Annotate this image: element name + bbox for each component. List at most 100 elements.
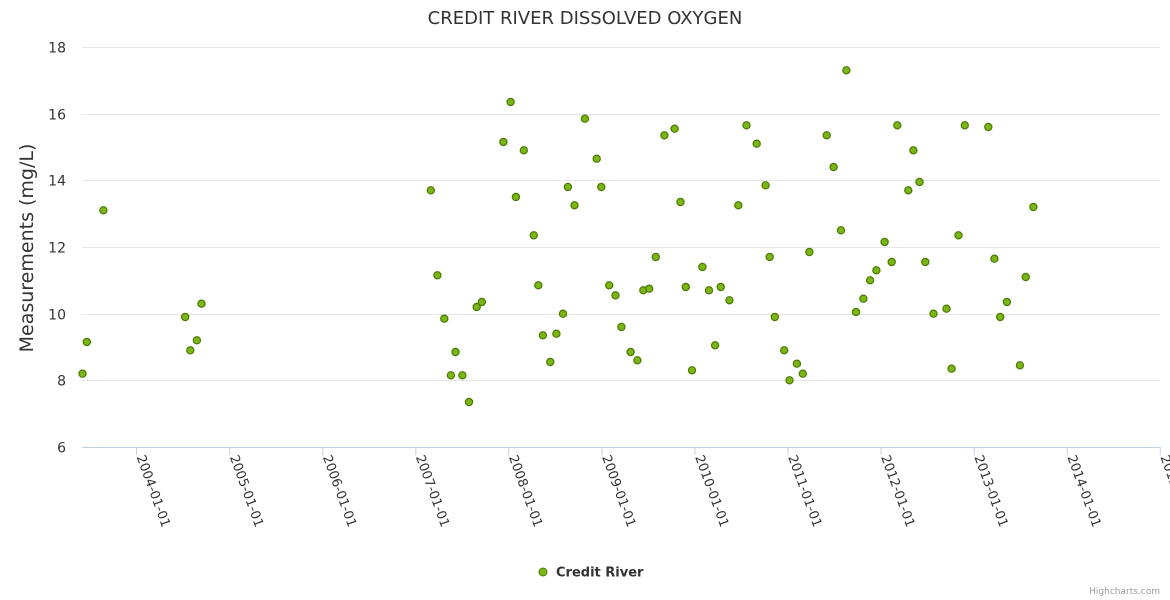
- data-point[interactable]: [761, 181, 770, 190]
- data-point[interactable]: [633, 356, 642, 365]
- data-point[interactable]: [822, 131, 831, 140]
- data-point[interactable]: [546, 357, 555, 367]
- data-point[interactable]: [734, 201, 743, 210]
- data-point[interactable]: [836, 226, 846, 235]
- data-point[interactable]: [960, 121, 970, 130]
- data-point[interactable]: [552, 329, 561, 338]
- data-point[interactable]: [186, 346, 195, 355]
- data-point[interactable]: [780, 346, 789, 355]
- data-point[interactable]: [660, 131, 669, 140]
- data-point[interactable]: [872, 266, 881, 275]
- data-point[interactable]: [1002, 297, 1012, 307]
- data-point[interactable]: [752, 139, 761, 148]
- data-point[interactable]: [426, 186, 435, 195]
- x-tick-label: 2013-01-01: [971, 453, 1011, 529]
- data-point[interactable]: [626, 347, 635, 357]
- data-point[interactable]: [990, 254, 999, 263]
- data-point[interactable]: [458, 371, 467, 380]
- data-point[interactable]: [851, 307, 861, 317]
- data-point[interactable]: [597, 182, 606, 192]
- data-point[interactable]: [580, 114, 590, 123]
- data-point[interactable]: [893, 121, 902, 130]
- data-point[interactable]: [82, 337, 92, 347]
- x-tick-label: 2012-01-01: [877, 453, 917, 529]
- data-point[interactable]: [742, 121, 751, 130]
- data-point[interactable]: [765, 252, 774, 262]
- chart-title: CREDIT RIVER DISSOLVED OXYGEN: [428, 8, 743, 29]
- data-point[interactable]: [506, 97, 515, 107]
- data-point[interactable]: [798, 369, 808, 378]
- data-point[interactable]: [433, 271, 442, 280]
- data-point[interactable]: [192, 336, 202, 345]
- data-point[interactable]: [617, 322, 626, 332]
- x-axis-ticks: 2004-01-01 2005-01-01 2006-01-01 2007-01-01…: [133, 447, 1170, 529]
- data-point[interactable]: [558, 309, 568, 318]
- data-point[interactable]: [716, 282, 725, 292]
- data-point[interactable]: [785, 376, 794, 385]
- data-point[interactable]: [984, 122, 993, 132]
- x-tick-label: 2014-01-01: [1063, 453, 1103, 529]
- data-point[interactable]: [592, 154, 601, 163]
- data-point[interactable]: [446, 371, 456, 380]
- data-point[interactable]: [451, 347, 460, 357]
- y-tick-label: 16: [48, 108, 66, 124]
- data-point[interactable]: [676, 197, 685, 207]
- data-point[interactable]: [921, 257, 930, 267]
- data-point[interactable]: [942, 304, 951, 313]
- data-point[interactable]: [887, 257, 896, 267]
- data-point[interactable]: [197, 299, 206, 308]
- data-point[interactable]: [645, 284, 654, 293]
- data-point[interactable]: [511, 192, 521, 202]
- data-point[interactable]: [865, 276, 875, 285]
- data-point[interactable]: [805, 247, 814, 257]
- data-point[interactable]: [859, 294, 868, 303]
- data-point[interactable]: [842, 66, 851, 75]
- data-point[interactable]: [929, 309, 938, 318]
- data-point[interactable]: [180, 312, 190, 322]
- data-point[interactable]: [519, 146, 529, 155]
- x-tick-label: 2010-01-01: [691, 453, 731, 529]
- data-points: [78, 66, 1038, 407]
- data-point[interactable]: [681, 282, 691, 292]
- data-point[interactable]: [670, 124, 679, 133]
- data-point[interactable]: [829, 162, 838, 172]
- data-point[interactable]: [704, 286, 714, 295]
- data-point[interactable]: [1015, 361, 1025, 370]
- data-point[interactable]: [770, 312, 780, 322]
- legend[interactable]: Credit River: [538, 566, 644, 581]
- data-point[interactable]: [538, 331, 548, 340]
- data-point[interactable]: [698, 262, 707, 272]
- credits-link[interactable]: Highcharts.com: [1089, 587, 1160, 597]
- data-point[interactable]: [1021, 272, 1030, 282]
- data-point[interactable]: [710, 341, 720, 350]
- data-point[interactable]: [563, 182, 573, 192]
- legend-label[interactable]: Credit River: [556, 566, 644, 581]
- data-point[interactable]: [570, 201, 579, 210]
- data-point[interactable]: [529, 231, 538, 240]
- data-point[interactable]: [725, 296, 734, 305]
- data-point[interactable]: [477, 297, 486, 307]
- data-point[interactable]: [472, 302, 481, 312]
- data-point[interactable]: [440, 314, 449, 323]
- legend-marker: [538, 567, 548, 577]
- data-point[interactable]: [947, 364, 956, 373]
- data-point[interactable]: [954, 231, 963, 240]
- data-point[interactable]: [611, 291, 620, 300]
- data-point[interactable]: [904, 186, 913, 195]
- data-point[interactable]: [792, 359, 802, 368]
- data-point[interactable]: [99, 206, 108, 215]
- data-point[interactable]: [499, 137, 508, 147]
- data-point[interactable]: [605, 281, 614, 290]
- data-point[interactable]: [996, 312, 1005, 322]
- data-point[interactable]: [534, 281, 543, 290]
- data-point[interactable]: [909, 146, 918, 155]
- data-point[interactable]: [651, 252, 661, 262]
- data-point[interactable]: [78, 369, 87, 378]
- data-point[interactable]: [1029, 202, 1038, 212]
- y-tick-label: 18: [48, 41, 66, 57]
- data-point[interactable]: [687, 366, 697, 375]
- data-point[interactable]: [880, 237, 889, 247]
- data-point[interactable]: [464, 397, 474, 407]
- data-point[interactable]: [915, 177, 924, 187]
